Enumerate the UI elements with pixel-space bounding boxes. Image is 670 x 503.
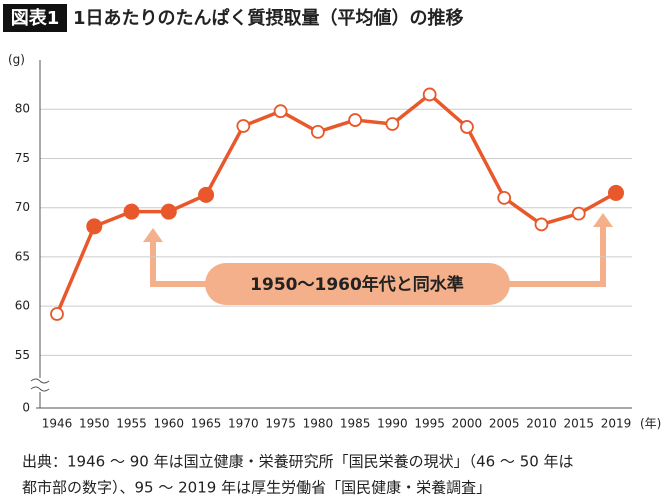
point (385, 117, 400, 131)
y-tick-label: 75 (15, 151, 30, 165)
point (422, 87, 437, 102)
point (123, 203, 140, 220)
point (460, 120, 474, 134)
point (497, 190, 512, 205)
point (198, 186, 215, 203)
x-tick-label: 1975 (265, 417, 296, 431)
x-tick-label: 2010 (526, 417, 557, 431)
point (608, 184, 624, 201)
y-unit: (g) (8, 53, 25, 67)
chart-title: 1日あたりのたんぱく質摂取量（平均値）の推移 (73, 7, 464, 29)
x-tick-label: 1985 (340, 417, 371, 431)
point (534, 217, 549, 232)
x-tick-label: 2015 (563, 417, 594, 431)
point (86, 218, 103, 235)
y-tick-label: 60 (15, 299, 30, 313)
axis-break-bg (30, 378, 50, 392)
y-tick-label: 55 (15, 348, 30, 362)
point (310, 124, 325, 139)
point (571, 206, 586, 221)
point (160, 203, 177, 220)
y-tick-label: 65 (15, 249, 30, 263)
x-tick-label: 1960 (154, 417, 185, 431)
badge: 図表1 (11, 7, 60, 29)
x-tick-label: 2019 (601, 417, 632, 431)
source-line: 出典：1946 〜 90 年は国立健康・栄養研究所「国民栄養の現状」（46 〜 … (22, 453, 574, 471)
x-tick-label: 2005 (489, 417, 520, 431)
axis-break (30, 378, 50, 392)
point (50, 307, 64, 321)
badge-bg (3, 4, 67, 32)
point (273, 104, 288, 119)
x-tick-label: 2000 (452, 417, 483, 431)
x-tick-label: 1970 (228, 417, 259, 431)
y-tick-label: 80 (15, 102, 30, 116)
x-tick-label: 1946 (42, 417, 73, 431)
x-tick-label: 1980 (303, 417, 334, 431)
annotation-box (205, 263, 510, 305)
x-tick-label: 1990 (377, 417, 408, 431)
x-tick-label: 1995 (414, 417, 445, 431)
x-tick-label: 1950 (79, 417, 110, 431)
y-tick-label: 70 (15, 200, 30, 214)
point (236, 119, 251, 133)
arrowhead (143, 228, 163, 242)
annotation: 1950〜1960年代と同水準 (250, 274, 464, 295)
point (348, 113, 363, 127)
x-unit: (年) (640, 417, 661, 431)
source-line: 都市部の数字）、95 〜 2019 年は厚生労働省「国民健康・栄養調査」 (22, 479, 491, 497)
plot: 0 55 60 65 70 75 80 1946 1950 1955 1960 1965 1970 197… (15, 60, 632, 431)
y-tick-label: 0 (22, 401, 30, 415)
x-tick-label: 1965 (191, 417, 222, 431)
arrowhead (593, 213, 613, 227)
x-tick-label: 1955 (116, 417, 147, 431)
line (55, 92, 617, 315)
annotation-arrows (150, 225, 606, 287)
